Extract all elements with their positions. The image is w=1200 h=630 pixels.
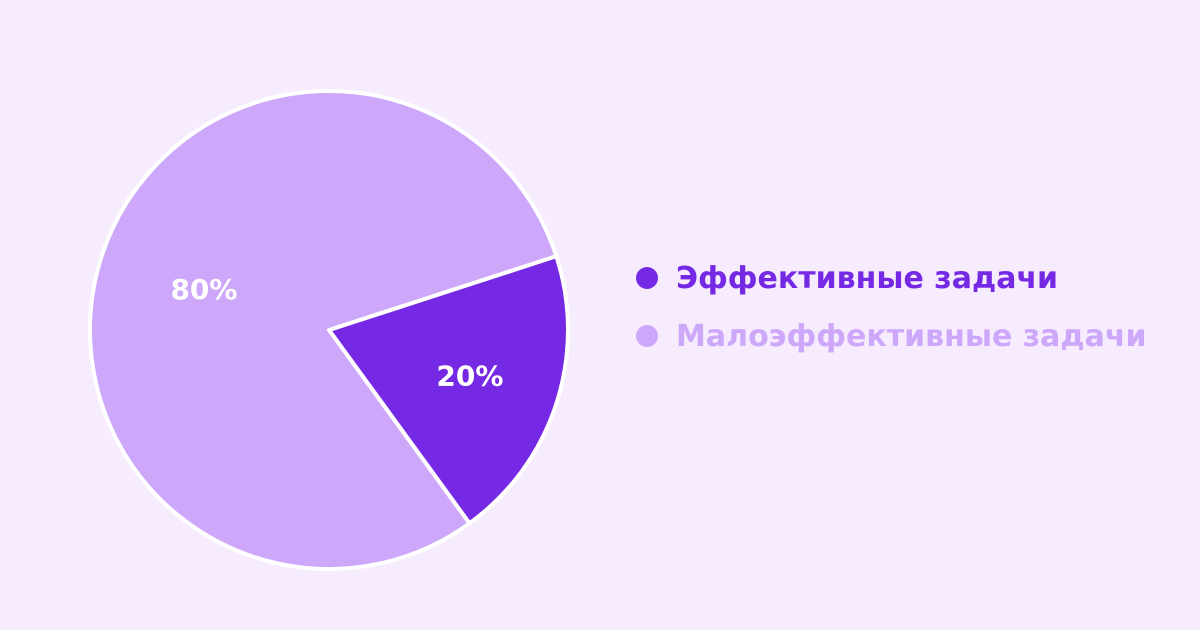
pie-slice-effective — [327, 254, 570, 526]
legend-swatch-effective — [636, 267, 658, 289]
pie-slices — [88, 89, 570, 571]
pie-slice-low-effective — [88, 89, 559, 571]
legend-label-low-effective: Малоэффективные задачи — [676, 318, 1147, 354]
legend-swatch-low-effective — [636, 325, 658, 347]
pie-slice-labels: 20% 80% — [170, 273, 503, 392]
legend: Эффективные задачи Малоэффективные задач… — [636, 250, 1147, 366]
legend-item-low-effective: Малоэффективные задачи — [636, 308, 1147, 364]
slice-label-effective: 20% — [436, 359, 503, 392]
slice-label-low-effective: 80% — [170, 273, 237, 306]
legend-item-effective: Эффективные задачи — [636, 250, 1147, 306]
legend-label-effective: Эффективные задачи — [676, 260, 1059, 296]
